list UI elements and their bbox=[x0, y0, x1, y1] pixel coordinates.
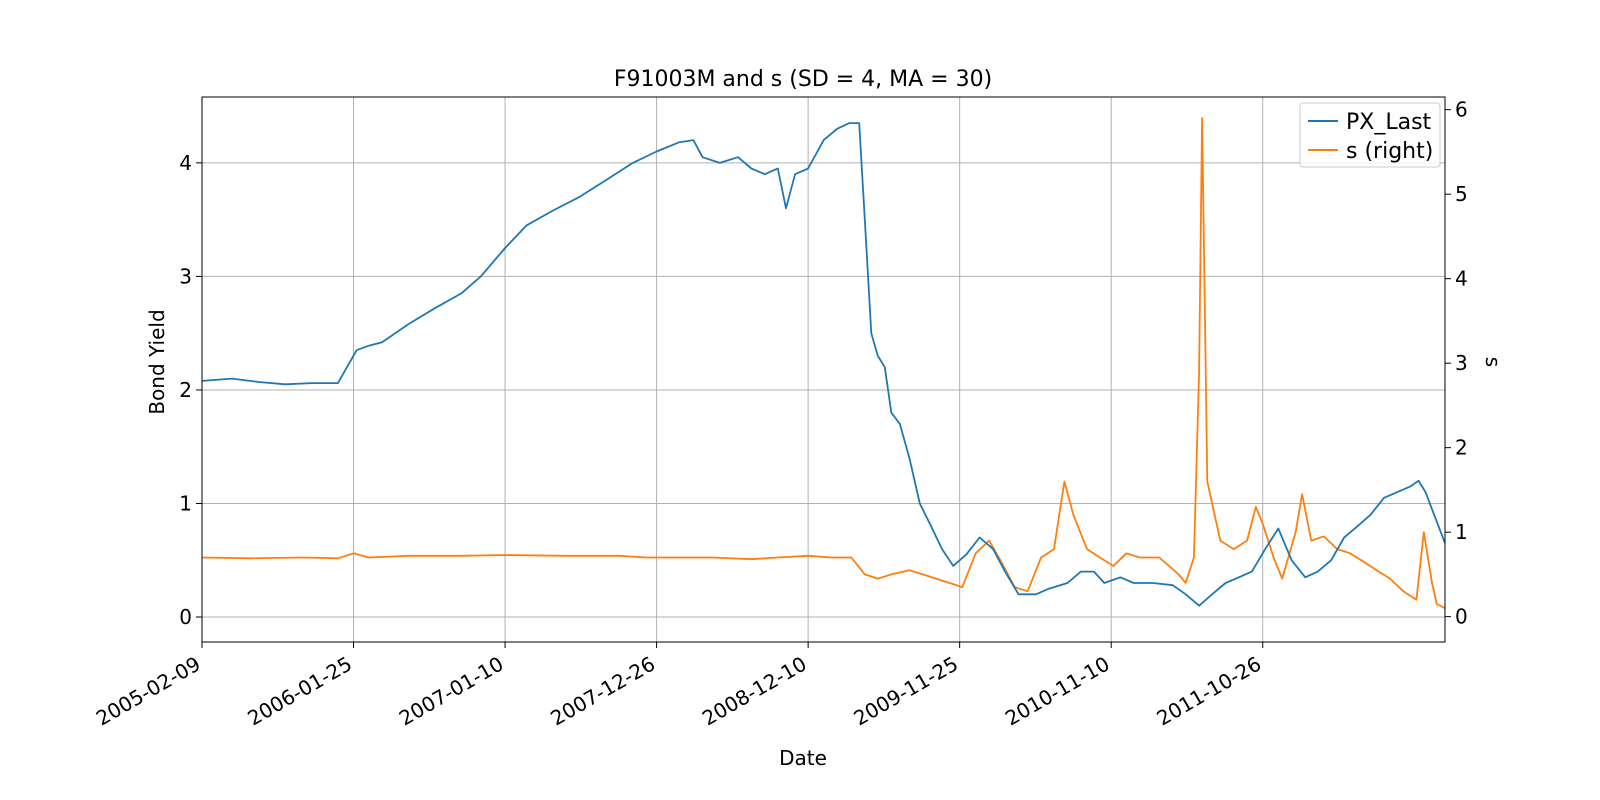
x-axis: 2005-02-09 2006-01-25 2007-01-10 2007-12-26… bbox=[92, 642, 1265, 730]
x-tick-label-1: 2006-01-25 bbox=[243, 652, 356, 731]
series-line-s bbox=[202, 117, 1445, 610]
x-tick-label-6: 2010-11-10 bbox=[1001, 652, 1114, 731]
grid bbox=[201, 97, 1445, 642]
right-y-tick-label-0: 0 bbox=[1455, 605, 1468, 629]
right-y-tick-label-3: 3 bbox=[1455, 351, 1468, 375]
series-line-px-last bbox=[202, 122, 1445, 607]
series-group bbox=[202, 117, 1445, 610]
plot-frame bbox=[201, 96, 1446, 643]
left-y-tick-label-4: 4 bbox=[179, 151, 192, 175]
right-y-tick-label-5: 5 bbox=[1455, 182, 1468, 206]
left-y-tick-label-0: 0 bbox=[179, 605, 192, 629]
right-y-tick-label-2: 2 bbox=[1455, 436, 1468, 460]
x-tick-label-5: 2009-11-25 bbox=[850, 652, 963, 731]
right-y-tick-label-6: 6 bbox=[1455, 98, 1468, 122]
chart-title: F91003M and s (SD = 4, MA = 30) bbox=[614, 67, 992, 92]
x-tick-label-2: 2007-01-10 bbox=[395, 652, 508, 731]
right-y-tick-label-4: 4 bbox=[1455, 267, 1468, 291]
x-axis-title: Date bbox=[779, 746, 827, 770]
left-y-tick-label-3: 3 bbox=[179, 264, 192, 288]
left-y-axis: 0 1 2 3 4 bbox=[179, 151, 202, 629]
left-y-tick-label-2: 2 bbox=[179, 378, 192, 402]
x-tick-label-4: 2008-12-10 bbox=[698, 652, 811, 731]
x-tick-label-0: 2005-02-09 bbox=[92, 652, 205, 731]
right-y-axis: 0 1 2 3 4 5 6 bbox=[1445, 98, 1468, 629]
left-y-tick-label-1: 1 bbox=[179, 491, 192, 515]
x-tick-label-7: 2011-10-26 bbox=[1153, 652, 1266, 731]
right-y-axis-title: s bbox=[1481, 357, 1505, 367]
legend-label-1: s (right) bbox=[1346, 139, 1433, 164]
legend-label-0: PX_Last bbox=[1346, 110, 1432, 135]
left-y-axis-title: Bond Yield bbox=[145, 309, 169, 414]
x-tick-label-3: 2007-12-26 bbox=[546, 652, 659, 731]
right-y-tick-label-1: 1 bbox=[1455, 520, 1468, 544]
